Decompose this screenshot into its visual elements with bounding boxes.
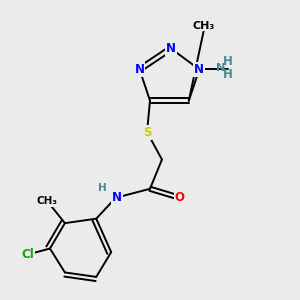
Text: N: N [134, 63, 145, 76]
Text: N: N [215, 64, 225, 74]
Text: H: H [98, 183, 106, 193]
Text: S: S [143, 126, 151, 139]
Text: CH₃: CH₃ [193, 21, 215, 31]
Text: O: O [175, 191, 185, 204]
Text: N: N [112, 191, 122, 204]
Text: Cl: Cl [21, 248, 34, 261]
Text: CH₃: CH₃ [37, 196, 58, 206]
Text: N: N [194, 63, 204, 76]
Text: N: N [166, 42, 176, 55]
Text: N: N [194, 63, 204, 76]
Text: H: H [223, 56, 232, 68]
Text: H: H [223, 68, 232, 81]
